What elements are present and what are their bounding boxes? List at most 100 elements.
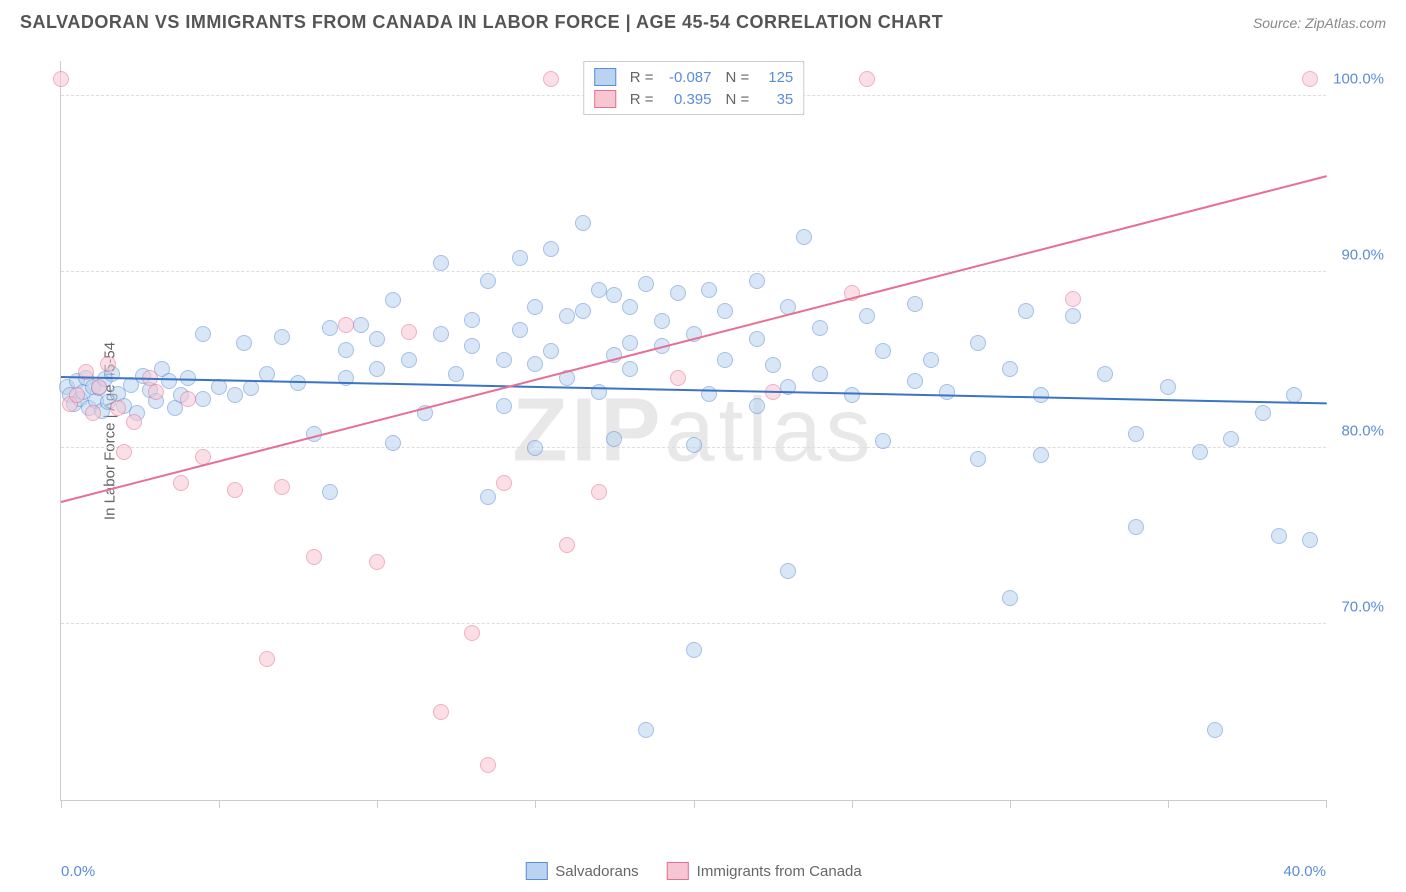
data-point: [1192, 444, 1208, 460]
data-point: [765, 357, 781, 373]
n-value-1: 35: [757, 91, 793, 108]
data-point: [812, 320, 828, 336]
legend-series: Salvadorans Immigrants from Canada: [525, 862, 861, 880]
y-tick-label: 80.0%: [1341, 423, 1384, 440]
n-value-0: 125: [757, 69, 793, 86]
data-point: [480, 757, 496, 773]
gridline-h: [61, 271, 1326, 272]
data-point: [970, 335, 986, 351]
data-point: [385, 435, 401, 451]
data-point: [670, 370, 686, 386]
data-point: [401, 324, 417, 340]
data-point: [543, 241, 559, 257]
data-point: [1065, 291, 1081, 307]
data-point: [575, 303, 591, 319]
legend-stats-row-0: R = -0.087 N = 125: [594, 66, 794, 88]
chart-container: ZIPatlas In Labor Force | Age 45-54 R = …: [60, 41, 1386, 861]
data-point: [464, 625, 480, 641]
data-point: [701, 282, 717, 298]
data-point: [180, 391, 196, 407]
legend-item-0: Salvadorans: [525, 862, 638, 880]
data-point: [591, 282, 607, 298]
data-point: [236, 335, 252, 351]
data-point: [259, 651, 275, 667]
x-tick-label: 0.0%: [61, 863, 95, 880]
data-point: [939, 384, 955, 400]
data-point: [227, 482, 243, 498]
x-tick: [1326, 800, 1327, 808]
data-point: [591, 484, 607, 500]
data-point: [1128, 426, 1144, 442]
data-point: [1255, 405, 1271, 421]
data-point: [306, 549, 322, 565]
data-point: [875, 343, 891, 359]
data-point: [480, 273, 496, 289]
data-point: [606, 287, 622, 303]
data-point: [638, 722, 654, 738]
chart-source: Source: ZipAtlas.com: [1253, 15, 1386, 31]
data-point: [717, 352, 733, 368]
data-point: [559, 537, 575, 553]
legend-stats: R = -0.087 N = 125 R = 0.395 N = 35: [583, 61, 805, 115]
data-point: [85, 405, 101, 421]
x-tick: [694, 800, 695, 808]
chart-title: SALVADORAN VS IMMIGRANTS FROM CANADA IN …: [20, 12, 943, 33]
x-tick: [1168, 800, 1169, 808]
data-point: [1002, 361, 1018, 377]
data-point: [686, 642, 702, 658]
data-point: [923, 352, 939, 368]
data-point: [274, 329, 290, 345]
data-point: [749, 331, 765, 347]
data-point: [448, 366, 464, 382]
data-point: [1065, 308, 1081, 324]
data-point: [670, 285, 686, 301]
data-point: [274, 479, 290, 495]
data-point: [496, 352, 512, 368]
data-point: [859, 308, 875, 324]
data-point: [970, 451, 986, 467]
data-point: [353, 317, 369, 333]
data-point: [464, 312, 480, 328]
data-point: [527, 299, 543, 315]
data-point: [543, 343, 559, 359]
data-point: [401, 352, 417, 368]
legend-label-1: Immigrants from Canada: [697, 863, 862, 880]
data-point: [433, 255, 449, 271]
data-point: [1223, 431, 1239, 447]
data-point: [717, 303, 733, 319]
data-point: [126, 414, 142, 430]
data-point: [512, 322, 528, 338]
data-point: [606, 431, 622, 447]
data-point: [116, 444, 132, 460]
data-point: [1160, 379, 1176, 395]
data-point: [654, 313, 670, 329]
data-point: [749, 398, 765, 414]
gridline-h: [61, 623, 1326, 624]
data-point: [1033, 447, 1049, 463]
data-point: [385, 292, 401, 308]
data-point: [433, 704, 449, 720]
legend-label-0: Salvadorans: [555, 863, 638, 880]
data-point: [110, 400, 126, 416]
x-tick: [535, 800, 536, 808]
data-point: [796, 229, 812, 245]
data-point: [338, 342, 354, 358]
y-tick-label: 70.0%: [1341, 599, 1384, 616]
legend-swatch-1: [594, 90, 616, 108]
watermark: ZIPatlas: [512, 379, 874, 482]
plot-area: ZIPatlas In Labor Force | Age 45-54 R = …: [60, 61, 1326, 801]
data-point: [1302, 532, 1318, 548]
x-tick-label: 40.0%: [1283, 863, 1326, 880]
data-point: [780, 563, 796, 579]
data-point: [338, 317, 354, 333]
data-point: [1302, 71, 1318, 87]
data-point: [91, 379, 107, 395]
data-point: [527, 356, 543, 372]
legend-swatch-0: [594, 68, 616, 86]
x-tick: [61, 800, 62, 808]
data-point: [638, 276, 654, 292]
data-point: [1097, 366, 1113, 382]
data-point: [512, 250, 528, 266]
x-tick: [852, 800, 853, 808]
data-point: [686, 437, 702, 453]
